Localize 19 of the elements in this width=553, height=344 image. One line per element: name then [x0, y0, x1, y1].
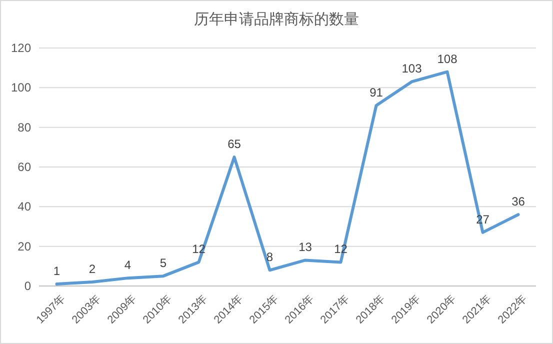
- data-label: 4: [124, 258, 132, 272]
- y-tick-label: 80: [18, 120, 32, 134]
- chart-title: 历年申请品牌商标的数量: [194, 11, 359, 28]
- data-label: 8: [266, 250, 274, 264]
- data-label: 1: [53, 264, 60, 278]
- data-label: 13: [298, 240, 312, 254]
- data-label: 91: [370, 86, 384, 100]
- y-tick-label: 20: [18, 239, 32, 254]
- data-label: 65: [228, 137, 242, 152]
- y-tick-label: 100: [10, 80, 32, 95]
- y-tick-label: 0: [24, 279, 32, 293]
- data-label: 108: [437, 52, 458, 66]
- data-label: 103: [402, 62, 422, 76]
- y-tick-label: 60: [18, 160, 32, 174]
- data-label: 2: [88, 262, 96, 276]
- data-label: 36: [512, 194, 526, 209]
- data-label: 5: [160, 256, 167, 270]
- y-tick-label: 40: [18, 200, 32, 214]
- y-tick-label: 120: [10, 41, 32, 55]
